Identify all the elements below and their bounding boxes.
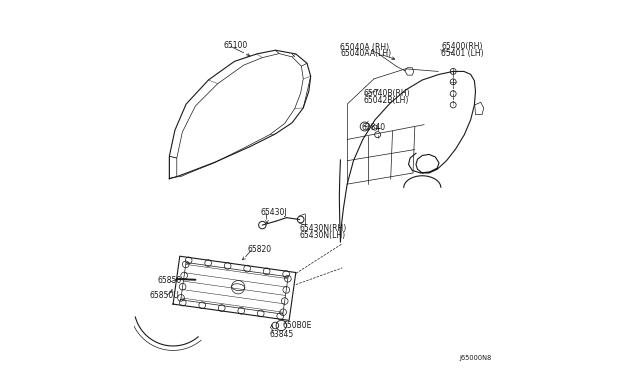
Text: 63845: 63845 (270, 330, 294, 339)
Text: 65400(RH): 65400(RH) (441, 42, 483, 51)
Text: 65430N(LH): 65430N(LH) (300, 231, 346, 240)
Text: 65042B(LH): 65042B(LH) (364, 96, 409, 105)
Text: 65430J: 65430J (260, 208, 287, 217)
Text: 65040A (RH): 65040A (RH) (340, 43, 390, 52)
Text: 65401 (LH): 65401 (LH) (441, 49, 484, 58)
Text: 65040B(RH): 65040B(RH) (364, 89, 410, 98)
Text: 65430N(RH): 65430N(RH) (300, 224, 347, 233)
Text: 65040AA(LH): 65040AA(LH) (340, 49, 392, 58)
Text: 65850U: 65850U (150, 291, 179, 300)
Text: J65000N8: J65000N8 (460, 355, 492, 361)
Text: 65850: 65850 (157, 276, 182, 285)
Text: 62840: 62840 (362, 123, 386, 132)
Text: 65820: 65820 (248, 245, 271, 254)
Text: 650B0E: 650B0E (283, 321, 312, 330)
Text: 65100: 65100 (223, 41, 248, 50)
